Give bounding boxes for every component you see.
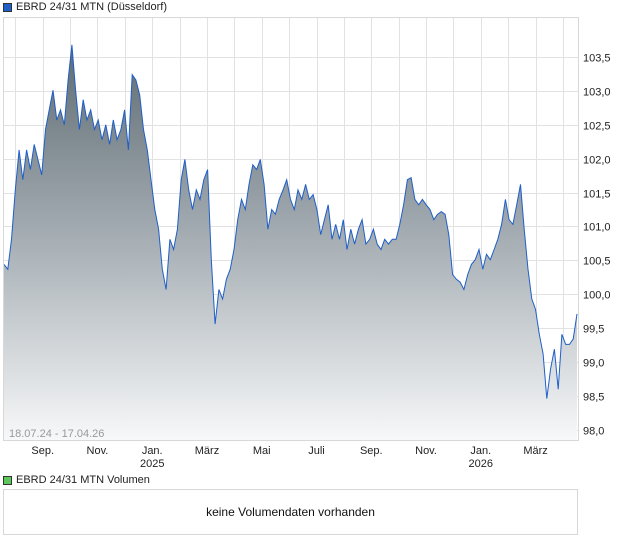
price-legend-swatch: [3, 2, 12, 12]
x-tick-year: 2025: [140, 458, 164, 470]
price-legend-label: EBRD 24/31 MTN (Düsseldorf): [16, 1, 167, 13]
x-tick-label: März: [195, 445, 219, 457]
x-tick-label: März: [523, 445, 547, 457]
x-tick-label: Juli: [308, 445, 325, 457]
y-tick-label: 98,5: [583, 392, 604, 404]
y-tick-label: 100,0: [583, 290, 611, 302]
price-legend: EBRD 24/31 MTN (Düsseldorf): [3, 1, 167, 13]
x-tick-label: Jan.: [142, 445, 163, 457]
y-tick-label: 102,5: [583, 121, 611, 133]
x-tick-label: Mai: [253, 445, 271, 457]
y-tick-label: 98,0: [583, 426, 604, 438]
plot-border: [3, 17, 579, 441]
date-range-label: 18.07.24 - 17.04.26: [9, 428, 104, 440]
x-tick-label: Sep.: [31, 445, 54, 457]
x-tick-label: Jan.: [470, 445, 491, 457]
y-tick-label: 101,0: [583, 222, 611, 234]
y-tick-label: 99,5: [583, 324, 604, 336]
volume-legend-label: EBRD 24/31 MTN Volumen: [16, 474, 150, 486]
price-line: [3, 44, 578, 399]
y-tick-label: 99,0: [583, 358, 604, 370]
y-tick-label: 100,5: [583, 256, 611, 268]
volume-legend: EBRD 24/31 MTN Volumen: [3, 474, 150, 486]
price-area: [4, 44, 577, 441]
y-tick-label: 103,5: [583, 53, 611, 65]
price-chart: 18.07.24 - 17.04.26 98,0 98,5 99,0 99,5 100,…: [3, 17, 611, 470]
volume-legend-swatch: [3, 475, 12, 485]
y-tick-label: 101,5: [583, 189, 611, 201]
volume-empty-message: keine Volumendaten vorhanden: [206, 505, 375, 519]
y-tick-label: 103,0: [583, 87, 611, 99]
x-tick-label: Nov.: [87, 445, 109, 457]
volume-panel: keine Volumendaten vorhanden: [3, 489, 578, 535]
x-tick-label: Sep.: [360, 445, 383, 457]
x-tick-year: 2026: [469, 458, 493, 470]
y-tick-label: 102,0: [583, 155, 611, 167]
x-tick-label: Nov.: [415, 445, 437, 457]
